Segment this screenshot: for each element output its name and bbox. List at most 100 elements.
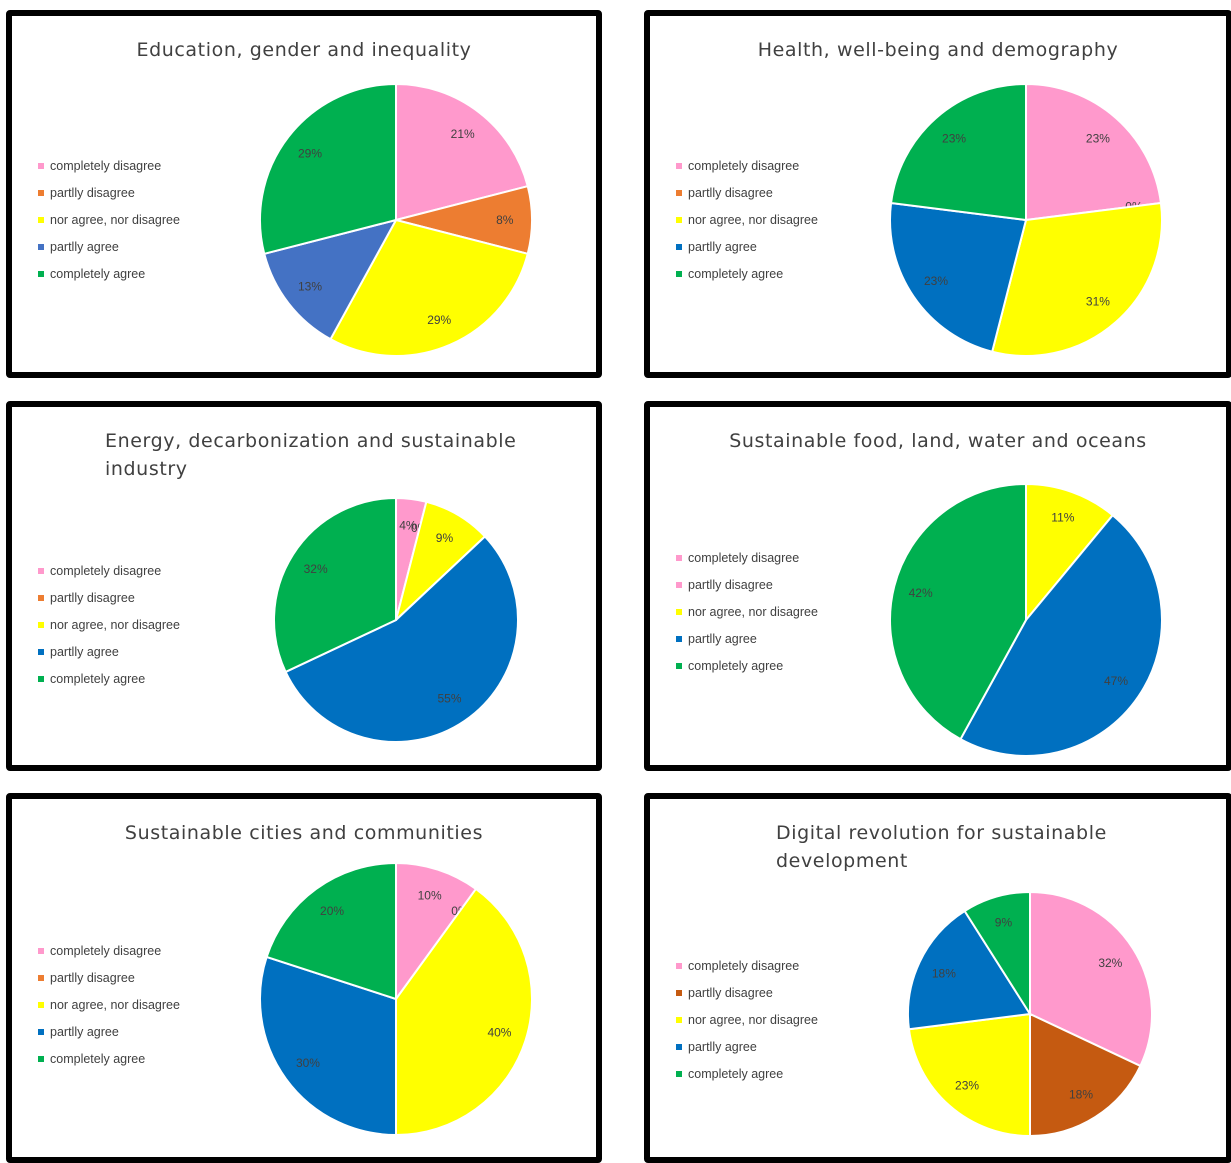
legend-item-partlly-disagree: partlly disagree — [676, 979, 818, 1006]
data-label-partlly-agree: 13% — [298, 280, 322, 294]
legend-swatch — [676, 270, 682, 277]
legend-label: nor agree, nor disagree — [688, 1012, 818, 1027]
pie-slice-partlly-agree — [284, 535, 519, 743]
pie-slice-completely-agree — [273, 496, 397, 674]
chart-legend: completely disagree partlly disagree nor a… — [676, 544, 818, 679]
chart-title: Education, gender and inequality — [136, 39, 472, 61]
legend-item-nor-agree-nor-disagree: nor agree, nor disagree — [676, 598, 818, 625]
legend-item-partlly-disagree: partlly disagree — [38, 584, 180, 611]
legend-swatch — [38, 189, 44, 196]
legend-label: completely agree — [688, 658, 784, 673]
legend-swatch — [676, 243, 682, 250]
legend-swatch — [676, 581, 682, 588]
chart-legend: completely disagree partlly disagree nor a… — [38, 937, 180, 1072]
pie-slice-completely-agree — [889, 482, 1027, 741]
pie-slice-partlly-agree — [907, 909, 1032, 1031]
legend-swatch — [38, 270, 44, 277]
chart-panel-food: Sustainable food, land, water and oceans… — [644, 401, 1231, 771]
pie-slice-partlly-agree — [263, 218, 398, 341]
data-label-completely-agree: 32% — [304, 562, 328, 576]
legend-item-completely-disagree: completely disagree — [38, 937, 180, 964]
chart-title: Sustainable cities and communities — [124, 822, 484, 844]
legend-swatch — [676, 1043, 682, 1050]
data-label-completely-agree: 9% — [995, 916, 1013, 930]
legend-label: nor agree, nor disagree — [688, 212, 818, 227]
legend-swatch — [38, 1001, 44, 1008]
legend-item-partlly-agree: partlly agree — [676, 625, 818, 652]
pie-chart: 0%11%47%42% — [889, 482, 1163, 757]
legend-label: partlly agree — [688, 631, 757, 646]
legend-label: partlly disagree — [688, 985, 773, 1000]
legend-item-partlly-agree: partlly agree — [38, 638, 180, 665]
legend-swatch — [676, 162, 682, 169]
chart-legend: completely disagree partlly disagree nor a… — [676, 952, 818, 1087]
legend-item-completely-agree: completely agree — [38, 665, 180, 692]
data-label-partlly-disagree: 8% — [496, 213, 514, 227]
legend-label: partlly agree — [688, 239, 757, 254]
chart-panel-education: Education, gender and inequality complet… — [6, 10, 602, 378]
pie-slice-partlly-agree — [889, 201, 1028, 353]
data-label-partlly-agree: 55% — [437, 692, 461, 706]
pie-slice-partlly-agree — [959, 513, 1163, 757]
data-label-completely-disagree: 10% — [418, 889, 442, 903]
chart-panel-cities: Sustainable cities and communities compl… — [6, 793, 602, 1163]
legend-label: partlly agree — [50, 1024, 119, 1039]
legend-item-completely-agree: completely agree — [38, 1045, 180, 1072]
pie-slice-completely-disagree — [1029, 890, 1153, 1068]
data-label-completely-agree: 23% — [942, 131, 966, 145]
chart-title: Digital revolution for sustainable devel… — [776, 822, 1107, 872]
legend-label: completely agree — [688, 1066, 784, 1081]
legend-item-completely-agree: completely agree — [676, 1060, 818, 1087]
data-label-partlly-disagree: 18% — [1069, 1087, 1093, 1101]
chart-panel-health: Health, well-being and demography comple… — [644, 10, 1231, 378]
legend-swatch — [38, 216, 44, 223]
data-label-completely-disagree: 4% — [399, 519, 417, 533]
legend-label: completely disagree — [50, 563, 162, 578]
legend-item-nor-agree-nor-disagree: nor agree, nor disagree — [38, 611, 180, 638]
legend-label: nor agree, nor disagree — [50, 997, 180, 1012]
legend-label: completely disagree — [50, 943, 162, 958]
pie-slice-completely-agree — [963, 890, 1031, 1018]
legend-label: nor agree, nor disagree — [688, 604, 818, 619]
pie-slice-completely-disagree — [395, 861, 478, 1003]
chart-title: Health, well-being and demography — [757, 39, 1119, 61]
pie-slice-partlly-agree — [259, 955, 397, 1137]
pie-chart: 21% 8% 29% 13% 29% — [259, 82, 533, 357]
legend-swatch — [676, 608, 682, 615]
pie-slice-nor-agree-nor-disagree — [329, 218, 529, 357]
legend-label: completely disagree — [688, 158, 800, 173]
data-label-completely-agree: 20% — [320, 904, 344, 918]
pie-chart: 10%0%40%30%20% — [259, 861, 533, 1137]
data-label-completely-disagree: 32% — [1098, 956, 1122, 970]
legend-swatch — [676, 635, 682, 642]
chart-title: Sustainable food, land, water and oceans — [729, 430, 1147, 452]
legend-swatch — [38, 1028, 44, 1035]
pie-slice-completely-agree — [265, 861, 397, 1001]
pie-slice-completely-disagree — [395, 82, 529, 222]
legend-item-completely-disagree: completely disagree — [38, 152, 180, 179]
legend-item-completely-disagree: completely disagree — [38, 557, 180, 584]
chart-legend: completely disagree partlly disagree nor a… — [38, 557, 180, 692]
data-label-completely-agree: 29% — [298, 146, 322, 160]
legend-swatch — [676, 962, 682, 969]
pie-slice-nor-agree-nor-disagree — [990, 201, 1163, 357]
pie-slice-nor-agree-nor-disagree — [1025, 482, 1115, 623]
legend-swatch — [676, 989, 682, 996]
legend-label: partlly disagree — [50, 590, 135, 605]
legend-label: partlly agree — [50, 239, 119, 254]
chart-panel-energy: Energy, decarbonization and sustainable … — [6, 401, 602, 771]
legend-swatch — [38, 947, 44, 954]
pie-slice-completely-agree — [889, 82, 1027, 222]
legend-label: partlly disagree — [50, 185, 135, 200]
legend-label: partlly disagree — [688, 185, 773, 200]
chart-legend: completely disagree partlly disagree nor a… — [38, 152, 180, 287]
data-label-completely-disagree: 21% — [451, 127, 475, 141]
legend-item-completely-agree: completely agree — [38, 260, 180, 287]
legend-label: partlly disagree — [688, 577, 773, 592]
legend-swatch — [38, 243, 44, 250]
legend-item-partlly-agree: partlly agree — [38, 1018, 180, 1045]
legend-item-partlly-disagree: partlly disagree — [38, 179, 180, 206]
legend-label: nor agree, nor disagree — [50, 617, 180, 632]
data-label-nor-agree-nor-disagree: 31% — [1086, 295, 1110, 309]
legend-label: partlly disagree — [50, 970, 135, 985]
